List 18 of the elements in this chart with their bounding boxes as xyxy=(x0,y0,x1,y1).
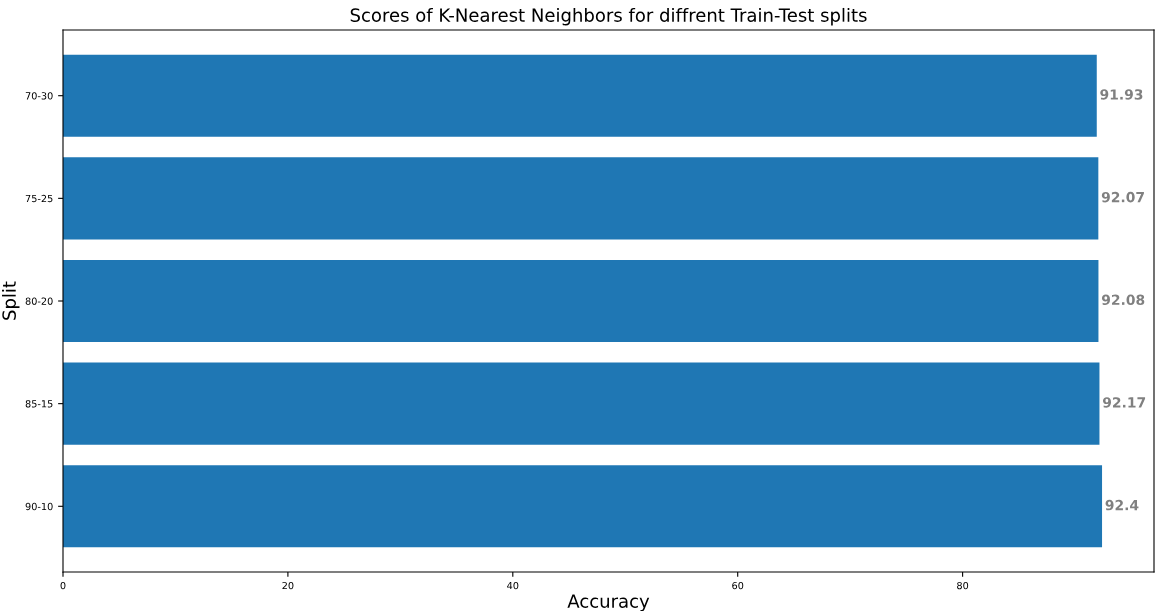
y-tick-label: 70-30 xyxy=(25,92,53,100)
data-label: 92.17 xyxy=(1102,397,1146,408)
data-label: 92.08 xyxy=(1101,294,1145,306)
data-label: 91.93 xyxy=(1100,89,1143,100)
x-tick-label: 0 xyxy=(60,581,66,590)
x-tick-label: 20 xyxy=(282,581,294,590)
y-tick-label: 85-15 xyxy=(25,400,53,408)
data-label: 92.4 xyxy=(1105,499,1139,511)
y-axis-title: Split xyxy=(2,281,20,320)
x-tick-label: 40 xyxy=(507,581,519,590)
x-axis-title: Accuracy xyxy=(567,594,650,611)
chart-title: Scores of K-Nearest Neighbors for diffrent Train-Test splits xyxy=(350,7,867,26)
y-tick-label: 75-25 xyxy=(25,194,53,203)
x-tick-label: 60 xyxy=(732,581,744,590)
y-tick-label: 90-10 xyxy=(25,502,53,511)
y-tick-label: 80-20 xyxy=(25,297,53,305)
data-label: 92.07 xyxy=(1101,191,1144,203)
x-tick-label: 80 xyxy=(957,581,969,590)
